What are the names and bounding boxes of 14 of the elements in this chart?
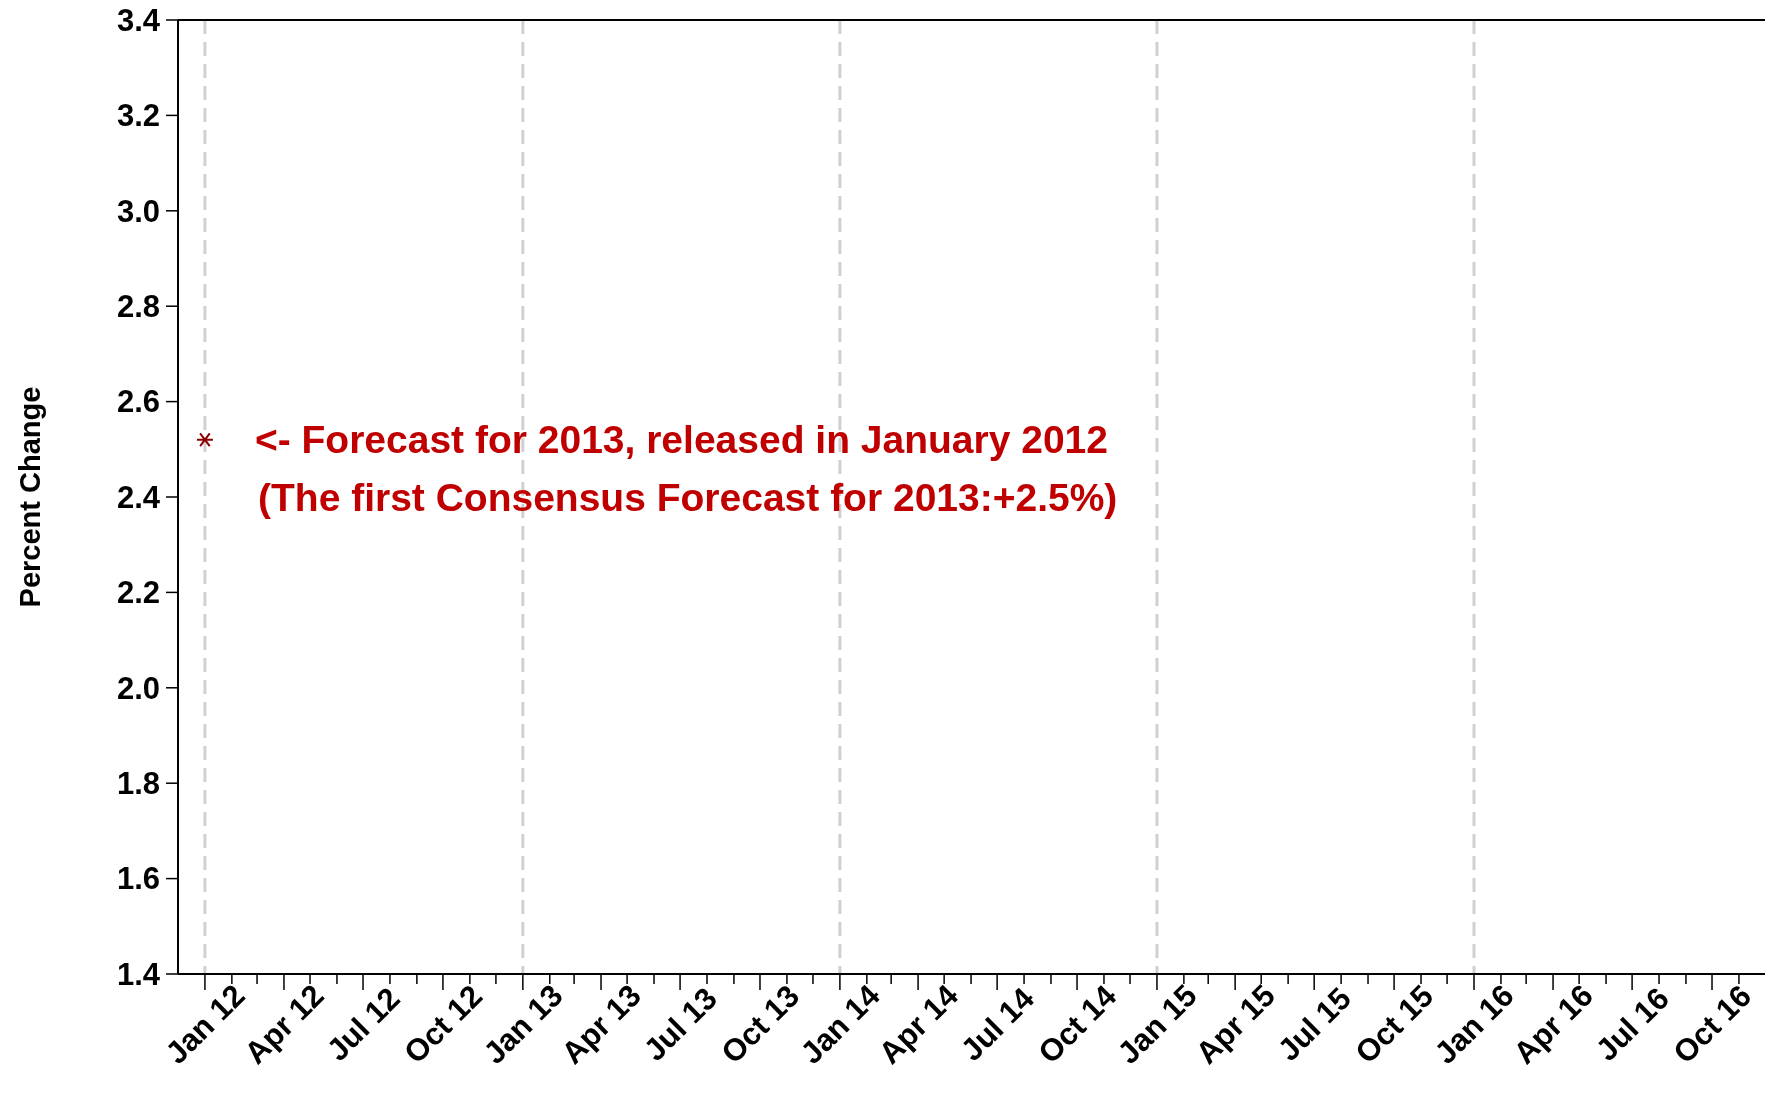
y-tick-label: 2.6 <box>116 384 160 420</box>
y-tick-label: 2.0 <box>116 670 160 706</box>
y-axis-title: Percent Change <box>14 386 46 608</box>
annotation: <- Forecast for 2013, released in January 2012 <box>254 418 1108 462</box>
y-tick-label: 2.4 <box>116 479 161 515</box>
annotation: (The first Consensus Forecast for 2013:+2.5%) <box>258 476 1118 520</box>
y-tick-label: 3.2 <box>116 98 160 134</box>
y-tick-label: 2.2 <box>116 575 160 611</box>
y-tick-label: 1.6 <box>116 861 160 897</box>
y-tick-label: 3.0 <box>116 193 160 229</box>
y-tick-label: 3.4 <box>116 2 161 38</box>
y-tick-label: 2.8 <box>116 289 160 325</box>
y-tick-label: 1.4 <box>116 956 161 992</box>
y-tick-label: 1.8 <box>116 766 160 802</box>
